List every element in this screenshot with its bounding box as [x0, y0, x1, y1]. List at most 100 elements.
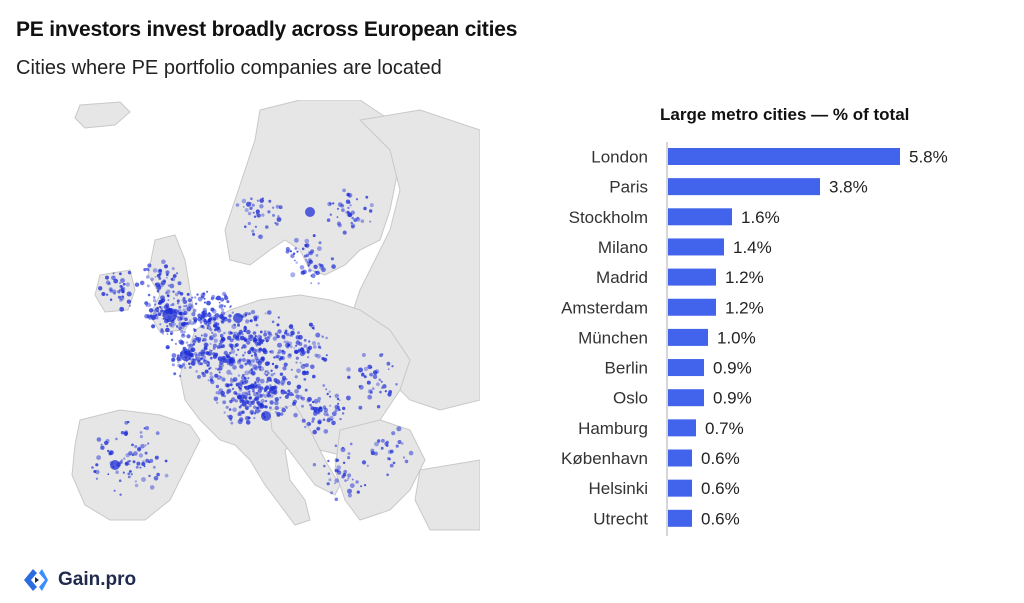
company-location-dot	[195, 370, 198, 373]
company-location-dot	[154, 455, 159, 460]
company-location-dot	[105, 293, 109, 296]
company-location-dot	[206, 290, 209, 293]
company-location-dot	[143, 465, 146, 468]
company-location-dot	[213, 328, 217, 332]
company-location-dot	[273, 372, 276, 375]
company-location-dot	[232, 407, 237, 413]
company-location-dot	[126, 299, 132, 304]
company-location-dot	[269, 350, 272, 353]
company-location-dot	[297, 398, 300, 400]
company-location-dot	[301, 370, 307, 376]
company-location-dot	[334, 497, 339, 502]
company-location-dot	[146, 267, 149, 271]
company-location-dot	[173, 372, 177, 376]
company-location-dot	[245, 420, 251, 425]
company-location-dot	[256, 380, 260, 384]
company-location-dot	[183, 330, 186, 334]
company-location-dot	[177, 363, 182, 368]
company-location-dot	[266, 370, 269, 373]
company-location-dot	[334, 393, 339, 398]
company-location-dot	[222, 316, 228, 322]
bar	[668, 208, 732, 226]
company-location-dot	[317, 342, 320, 346]
company-location-dot	[266, 391, 269, 394]
company-location-dot	[95, 463, 99, 467]
company-location-dot	[301, 247, 305, 251]
company-location-dot	[161, 259, 166, 265]
company-location-dot	[244, 405, 249, 410]
company-location-dot	[209, 336, 214, 341]
company-location-dot	[149, 485, 155, 490]
company-location-dot	[282, 366, 287, 371]
company-location-dot	[307, 264, 310, 267]
bar-category-label: Paris	[609, 178, 648, 197]
company-location-dot	[183, 305, 186, 308]
company-location-dot	[345, 211, 348, 214]
company-location-dot	[251, 229, 255, 233]
company-location-dot	[303, 378, 307, 381]
company-location-dot	[123, 457, 126, 460]
company-location-dot	[310, 282, 313, 284]
company-location-dot	[304, 243, 310, 248]
company-location-dot	[173, 297, 175, 300]
company-location-dot	[178, 321, 184, 327]
company-location-dot	[274, 332, 278, 336]
company-location-dot	[334, 468, 338, 473]
company-location-dot	[239, 387, 242, 390]
company-location-dot	[349, 204, 352, 207]
company-location-dot	[305, 258, 308, 262]
company-location-dot	[177, 316, 182, 322]
company-location-dot	[296, 384, 302, 390]
company-location-dot	[341, 208, 345, 212]
company-location-dot	[258, 351, 261, 354]
company-location-dot	[152, 299, 157, 303]
city-hotspot-dot	[261, 411, 271, 421]
company-location-dot	[246, 360, 252, 365]
company-location-dot	[249, 339, 252, 342]
company-location-dot	[227, 388, 232, 393]
company-location-dot	[203, 301, 206, 304]
company-location-dot	[100, 443, 103, 446]
company-location-dot	[386, 473, 389, 477]
company-location-dot	[172, 290, 175, 293]
company-location-dot	[212, 333, 217, 338]
company-location-dot	[120, 431, 125, 435]
company-location-dot	[259, 368, 262, 371]
company-location-dot	[264, 337, 267, 340]
company-location-dot	[213, 338, 218, 343]
company-location-dot	[184, 317, 188, 321]
company-location-dot	[312, 463, 317, 467]
company-location-dot	[200, 295, 205, 299]
company-location-dot	[264, 370, 267, 373]
company-location-dot	[347, 212, 353, 218]
company-location-dot	[373, 451, 378, 456]
company-location-dot	[192, 359, 197, 363]
company-location-dot	[202, 292, 206, 296]
company-location-dot	[127, 475, 131, 479]
company-location-dot	[243, 385, 247, 389]
company-location-dot	[96, 455, 101, 460]
company-location-dot	[341, 475, 345, 479]
company-location-dot	[265, 339, 269, 343]
company-location-dot	[268, 199, 272, 203]
land-iceland	[74, 101, 131, 129]
company-location-dot	[337, 202, 343, 207]
bar-chart-title: Large metro cities — % of total	[660, 105, 910, 124]
company-location-dot	[264, 399, 268, 403]
company-location-dot	[343, 469, 348, 474]
company-location-dot	[299, 265, 305, 270]
company-location-dot	[217, 356, 223, 362]
company-location-dot	[314, 353, 318, 358]
company-location-dot	[230, 372, 233, 375]
company-location-dot	[334, 408, 338, 413]
company-location-dot	[377, 439, 381, 443]
company-location-dot	[109, 289, 113, 293]
company-location-dot	[194, 302, 198, 305]
company-location-dot	[306, 399, 310, 403]
company-location-dot	[308, 258, 312, 262]
company-location-dot	[237, 395, 242, 400]
company-location-dot	[267, 371, 270, 375]
company-location-dot	[158, 277, 162, 280]
company-location-dot	[218, 366, 223, 371]
company-location-dot	[223, 331, 226, 335]
